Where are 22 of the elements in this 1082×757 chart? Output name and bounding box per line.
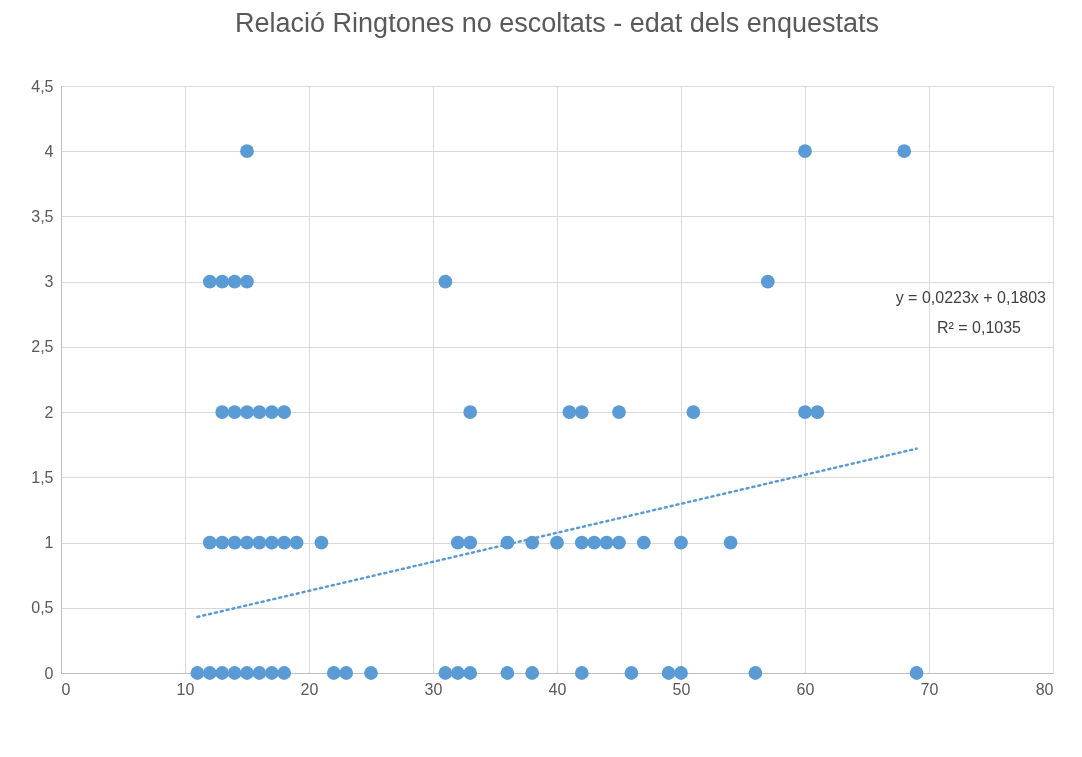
y-tick-label: 0,5 — [31, 599, 54, 617]
y-tick-label: 2 — [44, 403, 54, 421]
x-tick-label: 50 — [672, 680, 691, 698]
x-tick-label: 70 — [920, 680, 939, 698]
x-tick-label: 0 — [61, 680, 71, 698]
y-tick-label: 3 — [44, 273, 54, 291]
y-tick-label: 1 — [44, 534, 54, 552]
annotation: R² = 0,1035 — [936, 319, 1022, 336]
y-tick-label: 2,5 — [31, 338, 54, 356]
x-tick-label: 30 — [424, 680, 443, 698]
x-tick-label: 80 — [1035, 680, 1054, 698]
y-tick-label: 3,5 — [31, 207, 54, 225]
x-tick-label: 20 — [300, 680, 319, 698]
y-tick-label: 0 — [44, 664, 54, 682]
y-tick-label: 1,5 — [31, 468, 54, 486]
annotation: y = 0,0223x + 0,1803 — [895, 289, 1047, 306]
chart-title: Relació Ringtones no escoltats - edat dels enquestats — [235, 8, 879, 38]
x-tick-label: 60 — [796, 680, 815, 698]
y-tick-label: 4,5 — [31, 77, 54, 95]
x-tick-label: 40 — [548, 680, 567, 698]
y-tick-label: 4 — [44, 142, 54, 160]
x-tick-label: 10 — [176, 680, 195, 698]
